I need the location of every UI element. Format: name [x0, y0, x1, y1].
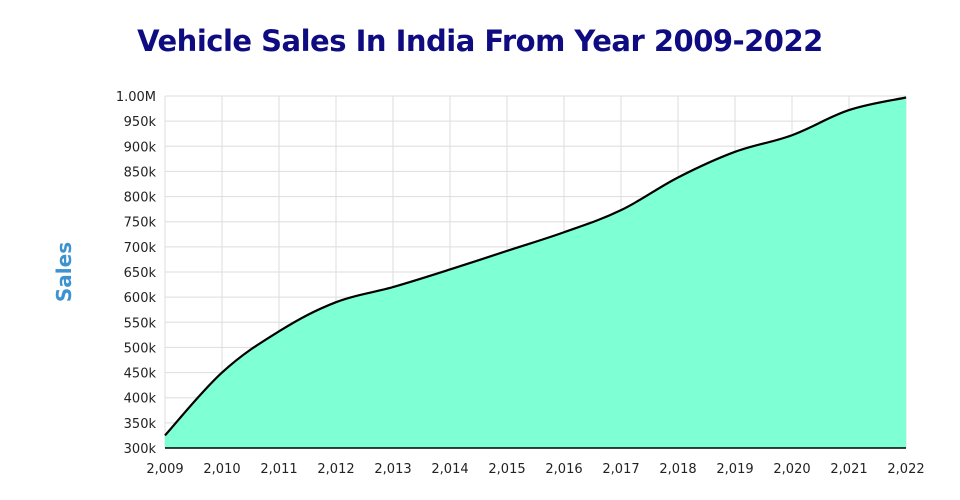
y-tick-label: 800k [124, 191, 157, 206]
x-axis-ticks: 2,009 2,010 2,011 2,012 2,013 2,014 2,015 2,016… [146, 462, 924, 477]
y-tick-label: 300k [124, 442, 157, 457]
x-tick-label: 2,020 [773, 462, 810, 477]
y-axis-ticks: 300k 350k 400k 450k 500k 550k 600k 650k 700k 750k… [116, 90, 157, 457]
y-tick-label: 350k [124, 417, 157, 432]
x-tick-label: 2,011 [260, 462, 297, 477]
y-tick-label: 650k [124, 266, 157, 281]
y-tick-label: 1.00M [116, 90, 156, 105]
series-line [164, 96, 907, 437]
x-tick-label: 2,015 [488, 462, 525, 477]
x-tick-label: 2,022 [887, 462, 924, 477]
y-tick-label: 700k [124, 241, 157, 256]
x-tick-label: 2,018 [659, 462, 696, 477]
y-tick-label: 450k [124, 367, 157, 382]
y-tick-label: 950k [124, 115, 157, 130]
x-tick-label: 2,019 [716, 462, 753, 477]
y-tick-label: 550k [124, 316, 157, 331]
x-tick-label: 2,009 [146, 462, 183, 477]
y-tick-label: 500k [124, 341, 157, 356]
y-tick-label: 750k [124, 216, 157, 231]
y-tick-label: 850k [124, 165, 157, 180]
x-tick-label: 2,014 [431, 462, 468, 477]
x-tick-label: 2,017 [602, 462, 639, 477]
y-tick-label: 600k [124, 291, 157, 306]
y-tick-label: 900k [124, 140, 157, 155]
x-tick-label: 2,010 [203, 462, 240, 477]
x-tick-label: 2,021 [830, 462, 867, 477]
x-tick-label: 2,013 [374, 462, 411, 477]
x-tick-label: 2,016 [545, 462, 582, 477]
chart-title: Vehicle Sales In India From Year 2009-20… [137, 24, 823, 58]
area-fill [165, 97, 906, 448]
x-tick-label: 2,012 [317, 462, 354, 477]
y-tick-label: 400k [124, 392, 157, 407]
